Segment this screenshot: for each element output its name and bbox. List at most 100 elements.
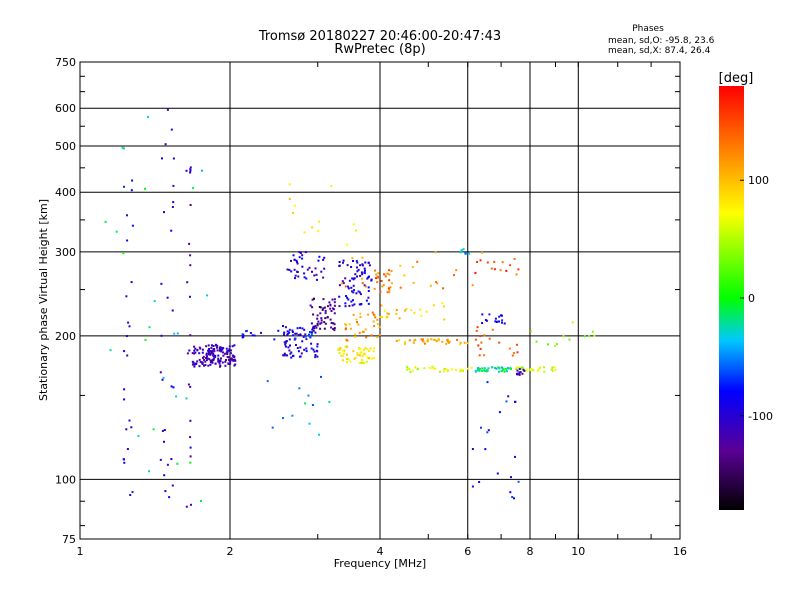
data-point	[447, 340, 450, 343]
data-point	[501, 261, 504, 264]
data-point	[453, 274, 455, 277]
data-point	[283, 331, 286, 334]
data-point	[359, 312, 362, 315]
data-point	[364, 346, 367, 349]
data-point	[386, 315, 389, 318]
data-point	[361, 361, 364, 364]
data-point	[296, 262, 299, 265]
data-point	[413, 311, 416, 314]
data-point	[322, 258, 325, 261]
data-point	[228, 345, 231, 348]
data-point	[198, 352, 201, 355]
data-point	[329, 307, 332, 310]
data-point	[367, 290, 370, 292]
data-point	[131, 491, 134, 493]
data-point	[404, 342, 406, 345]
data-point	[344, 305, 347, 308]
data-point	[459, 370, 462, 373]
data-point	[153, 300, 156, 303]
data-point	[189, 419, 192, 422]
data-point	[426, 338, 429, 341]
data-point	[562, 335, 565, 338]
data-point	[301, 265, 304, 268]
data-point	[333, 304, 336, 307]
data-point	[493, 268, 496, 271]
data-point	[353, 357, 356, 360]
data-point	[438, 370, 441, 373]
data-point	[344, 277, 347, 280]
data-point	[131, 224, 134, 227]
data-point	[219, 346, 222, 349]
data-point	[550, 368, 553, 371]
data-point	[434, 338, 436, 341]
data-point	[477, 367, 480, 370]
data-point	[186, 352, 189, 355]
x-tick-label: 2	[227, 545, 234, 558]
data-point	[467, 367, 469, 370]
data-point	[376, 336, 379, 339]
data-point	[212, 345, 215, 347]
data-point	[361, 256, 364, 259]
data-point	[245, 329, 248, 332]
data-point	[474, 370, 477, 373]
data-point	[513, 258, 516, 260]
data-point	[227, 349, 230, 352]
data-point	[374, 269, 377, 272]
data-point	[377, 272, 380, 275]
data-point	[199, 360, 202, 363]
data-point	[346, 358, 348, 360]
data-point	[405, 308, 408, 311]
data-point	[380, 304, 383, 307]
data-point	[204, 360, 207, 363]
data-point	[361, 359, 364, 362]
data-point	[388, 269, 391, 272]
data-point	[314, 331, 317, 334]
data-point	[480, 426, 482, 429]
data-point	[461, 368, 464, 371]
data-point	[212, 352, 215, 355]
data-point	[217, 360, 220, 363]
data-point	[345, 324, 347, 327]
data-point	[176, 332, 179, 335]
data-point	[501, 321, 503, 324]
data-point	[320, 321, 323, 324]
data-point	[361, 277, 363, 280]
data-point	[478, 354, 481, 357]
data-point	[296, 327, 299, 330]
data-point	[583, 335, 586, 338]
data-point	[446, 339, 449, 342]
data-point	[288, 338, 291, 341]
data-point	[171, 206, 174, 208]
data-point	[346, 361, 348, 364]
data-point	[170, 128, 173, 131]
data-point	[466, 252, 469, 255]
data-point	[230, 358, 233, 361]
data-point	[194, 351, 197, 354]
data-point	[398, 339, 401, 342]
data-point	[222, 351, 224, 354]
x-tick-label: 10	[571, 545, 585, 558]
data-point	[337, 347, 340, 350]
data-point	[226, 356, 229, 359]
data-point	[173, 332, 176, 335]
data-point	[399, 286, 402, 289]
data-point	[298, 387, 301, 390]
data-point	[166, 108, 169, 111]
data-point	[546, 343, 549, 346]
data-point	[225, 359, 227, 361]
data-point	[333, 312, 336, 315]
data-point	[347, 298, 350, 301]
data-point	[303, 272, 306, 275]
data-point	[386, 312, 389, 315]
data-point	[518, 367, 521, 370]
stats-line-o: mean, sd,O: -95.8, 23.6	[608, 36, 715, 46]
data-point	[481, 251, 483, 254]
data-point	[285, 354, 288, 357]
data-point	[311, 331, 314, 334]
data-point	[319, 312, 322, 315]
data-point	[478, 481, 481, 483]
data-point	[535, 340, 538, 343]
data-point	[189, 264, 192, 267]
data-point	[356, 353, 359, 356]
data-point	[318, 220, 321, 223]
